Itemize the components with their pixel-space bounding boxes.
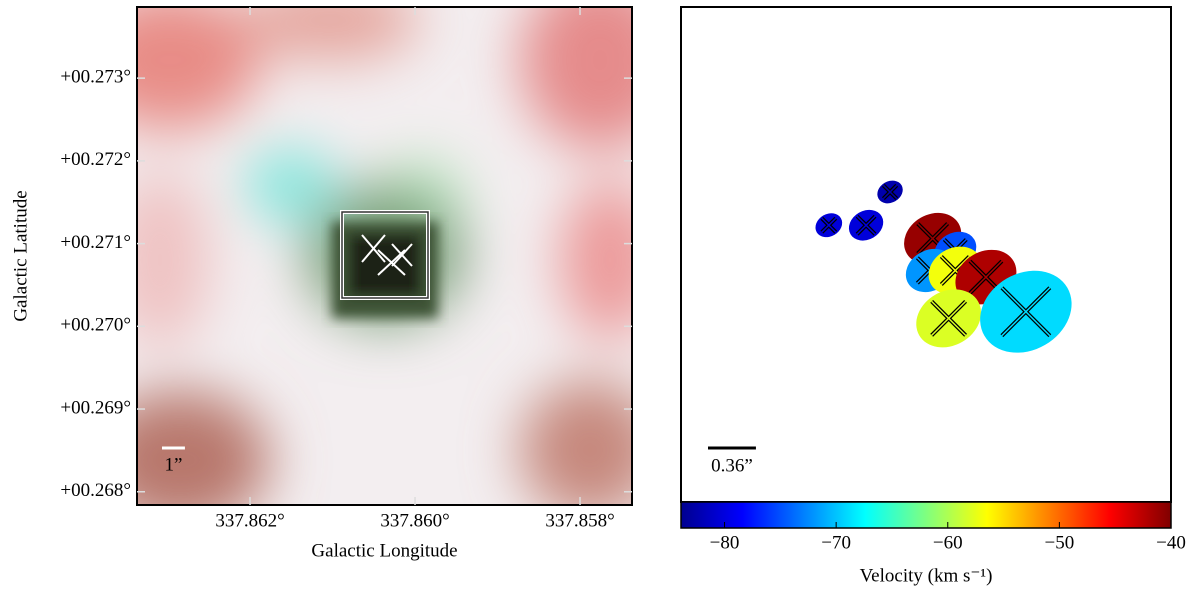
y-axis-label: Galactic Latitude [10,190,31,321]
colorbar [681,502,1171,528]
scale-bar-label: 0.36” [711,455,753,476]
colorbar-label: Velocity (km s⁻¹) [860,565,993,586]
x-tick-label: 337.860° [380,510,449,531]
x-tick-label: 337.858° [545,510,614,531]
y-tick-label: +00.270° [60,315,131,336]
y-tick-label: +00.272° [60,149,131,170]
y-tick-label: +00.268° [60,480,131,501]
colorbar-tick-label: −40 [1156,532,1186,553]
y-tick-label: +00.273° [60,67,131,88]
colorbar-tick-label: −60 [933,532,963,553]
y-tick-label: +00.269° [60,397,131,418]
figure: 337.862° 337.860° 337.858° +00.268° +00.269°… [0,0,1189,598]
colorbar-tick-label: −80 [710,532,740,553]
colorbar-tick-label: −70 [821,532,851,553]
x-axis-label: Galactic Longitude [311,540,457,561]
scale-bar-label: 1” [164,454,182,475]
sky-image [80,0,680,530]
y-tick-label: +00.271° [60,232,131,253]
colorbar-tick-label: −50 [1045,532,1075,553]
x-tick-label: 337.862° [215,510,284,531]
